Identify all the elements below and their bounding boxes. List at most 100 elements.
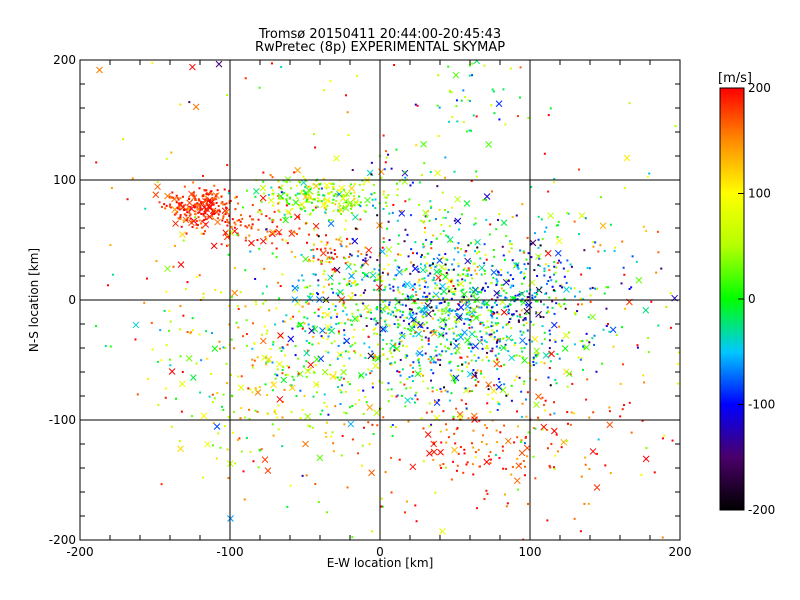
data-point-dot (212, 203, 215, 206)
data-point-dot (462, 268, 465, 271)
data-point-dot (334, 371, 337, 374)
data-point-dot (336, 189, 339, 192)
data-point-dot (376, 424, 379, 427)
data-point-dot (438, 298, 441, 301)
data-point-dot (411, 181, 414, 184)
data-point-cross (231, 289, 239, 297)
data-point-dot (446, 259, 449, 262)
data-point-dot (487, 388, 490, 391)
data-point-dot (453, 381, 456, 384)
data-point-dot (577, 356, 580, 359)
data-point-dot (342, 193, 345, 196)
data-point-dot (217, 217, 220, 220)
data-point-cross (439, 528, 446, 535)
data-point-dot (412, 295, 415, 298)
data-point-dot (360, 252, 363, 255)
data-point-dot (226, 244, 229, 247)
data-point-dot (579, 297, 582, 300)
data-point-dot (553, 338, 556, 341)
data-point-dot (251, 391, 254, 394)
data-point-dot (343, 256, 346, 259)
data-point-cross (452, 374, 460, 382)
data-point-dot (286, 365, 289, 368)
data-point-dot (399, 381, 402, 384)
data-point-dot (554, 340, 557, 343)
data-point-dot (438, 333, 441, 336)
data-point-dot (325, 243, 328, 246)
data-point-dot (288, 202, 291, 205)
data-point-dot (435, 345, 438, 348)
data-point-dot (240, 375, 243, 378)
data-point-dot (496, 273, 499, 276)
data-point-dot (480, 440, 483, 443)
data-point-dot (344, 262, 347, 265)
data-point-dot (400, 340, 403, 343)
data-point-dot (357, 452, 360, 455)
data-point-dot (463, 267, 466, 270)
data-point-dot (364, 395, 367, 398)
data-point-dot (536, 352, 539, 355)
data-point-dot (349, 345, 352, 348)
data-point-dot (272, 343, 275, 346)
data-point-dot (433, 330, 436, 333)
data-point-dot (344, 257, 347, 260)
data-point-dot (423, 307, 426, 310)
data-point-dot (295, 395, 298, 398)
data-point-dot (271, 176, 274, 179)
data-point-dot (443, 300, 446, 303)
data-point-dot (517, 267, 520, 270)
data-point-dot (558, 357, 561, 360)
data-point-dot (282, 365, 285, 368)
data-point-dot (452, 291, 455, 294)
data-point-dot (521, 282, 524, 285)
data-point-dot (491, 397, 494, 400)
data-point-dot (290, 250, 293, 253)
data-point-dot (537, 289, 540, 292)
data-point-dot (509, 286, 512, 289)
data-point-cross (343, 190, 351, 198)
data-point-dot (378, 269, 381, 272)
data-point-dot (213, 397, 216, 400)
data-point-dot (229, 199, 232, 202)
data-point-dot (375, 323, 378, 326)
data-point-dot (425, 321, 428, 324)
data-point-dot (472, 262, 475, 265)
data-point-dot (306, 349, 309, 352)
data-point-dot (409, 309, 412, 312)
data-point-dot (384, 299, 387, 302)
data-point-dot (383, 288, 386, 291)
data-point-dot (536, 300, 539, 303)
data-point-dot (484, 253, 487, 256)
data-point-dot (187, 205, 190, 208)
data-point-dot (525, 322, 528, 325)
data-point-dot (291, 375, 294, 378)
data-point-dot (247, 224, 250, 227)
data-point-dot (495, 228, 498, 231)
data-point-dot (254, 387, 257, 390)
data-point-dot (474, 371, 477, 374)
data-point-dot (180, 410, 183, 413)
data-point-dot (393, 361, 396, 364)
data-point-dot (219, 446, 222, 449)
data-point-dot (474, 241, 477, 244)
data-point-dot (527, 252, 530, 255)
data-point-dot (607, 286, 610, 289)
data-point-dot (520, 347, 523, 350)
data-point-dot (468, 342, 471, 345)
data-point-dot (399, 316, 402, 319)
data-point-dot (491, 329, 494, 332)
data-point-cross (294, 166, 302, 174)
data-point-dot (412, 371, 415, 374)
data-point-dot (388, 301, 391, 304)
data-point-cross (214, 218, 221, 226)
data-point-dot (278, 201, 281, 204)
data-point-dot (322, 312, 325, 315)
data-point-dot (296, 325, 299, 328)
data-point-dot (471, 390, 474, 393)
data-point-dot (482, 434, 485, 437)
data-point-dot (665, 305, 668, 308)
data-point-dot (447, 65, 450, 68)
data-point-dot (526, 296, 529, 299)
data-point-dot (424, 352, 427, 355)
data-point-dot (290, 229, 293, 232)
